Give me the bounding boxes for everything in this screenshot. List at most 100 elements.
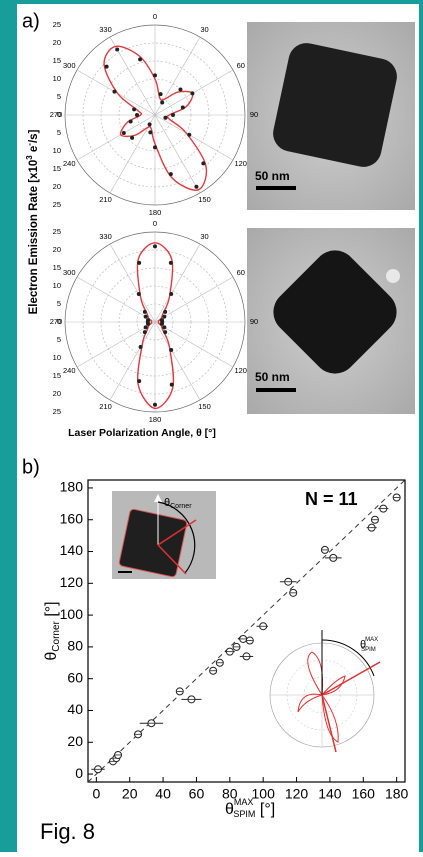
scale-bar-label: 50 nm [255,370,290,384]
x-tick-label: 40 [155,786,171,802]
panel-label: b) [22,456,40,478]
data-point [201,161,206,166]
data-point [163,330,168,335]
r-tick-label: 15 [53,56,61,65]
data-point [180,105,185,110]
panel-label: a) [22,10,40,32]
theta-tick-label: 60 [237,268,245,277]
r-tick-label: 10 [53,74,61,83]
r-tick-label: 20 [53,182,61,191]
label-part: θ [43,652,60,661]
data-point [168,172,173,177]
inset-polar: θMAX SPIM [268,625,381,753]
data-point [128,119,133,124]
theta-tick-label: 180 [149,208,162,217]
x-tick-label: 20 [122,786,138,802]
theta-tick-label: 90 [250,110,258,119]
theta-tick-label: 180 [149,415,162,424]
inset-image: θCorner [112,491,216,579]
data-point [169,291,174,296]
r-tick-label: 0 [57,317,61,326]
data-point [138,344,143,349]
theta-tick-label: 300 [63,61,76,70]
theta-tick-label: 90 [250,317,258,326]
theta-tick-label: 240 [63,159,76,168]
theta-tick-label: 270 [50,317,63,326]
data-point [146,318,151,323]
data-point [135,113,139,117]
r-tick-label: 10 [53,146,61,155]
x-tick-label: 80 [222,786,238,802]
r-tick-label: 20 [53,389,61,398]
y-axis-label: θCorner [°] [43,601,61,660]
scatter-chart: 0 20 40 60 80 100 120 140 160 180 0 20 40 60 80 100 120 1… [43,479,408,820]
theta-tick-label: 270 [50,110,63,119]
grid-spoke [109,243,156,323]
r-tick-label: 15 [53,164,61,173]
data-point [162,314,167,319]
theta-tick-label: 300 [63,268,76,277]
r-tick-label: 25 [53,227,61,236]
polar-chart: 0 5 5 10 10 15 15 20 20 25 25 0 30 60 90 120 150 180 210 24… [50,12,258,217]
data-point [194,184,199,189]
r-tick-label: 15 [53,263,61,272]
r-tick-label: 5 [57,299,61,308]
theta-tick-label: 240 [63,366,76,375]
x-axis-label: Laser Polarization Angle, θ [°] [68,427,216,439]
grid-spoke [154,243,201,323]
data-point [153,244,157,249]
y-tick-label: 0 [75,765,83,781]
inset-label: θCorner [164,497,192,510]
annotation: N = 11 [305,489,358,509]
data-point [163,115,168,120]
polar-chart: 0 5 5 10 10 15 15 20 20 25 25 0 30 60 90 120 150 180 210 24… [50,219,258,424]
data-point [142,330,147,335]
tem-image: 50 nm [247,228,415,414]
r-tick-label: 5 [57,335,61,344]
data-point [143,325,148,330]
x-tick-label: 60 [189,786,205,802]
data-point [190,91,195,96]
grid-spoke [154,321,201,401]
inset-label: θMAX SPIM [360,637,378,653]
theta-tick-label: 150 [198,402,211,411]
r-tick-label: 25 [53,407,61,416]
x-tick-label: 140 [318,786,342,802]
r-tick-label: 15 [53,371,61,380]
caption: Fig. 8 [40,819,95,844]
data-point [178,87,183,92]
grid-spoke [76,321,156,368]
data-point [169,348,174,353]
label-part: SPIM [233,809,255,819]
data-point [159,321,164,326]
r-tick-label: 0 [57,110,61,119]
theta-tick-label: 120 [234,366,247,375]
data-point [137,379,142,384]
r-tick-label: 5 [57,128,61,137]
y-tick-label: 160 [60,510,84,526]
r-tick-label: 10 [53,281,61,290]
data-point [136,291,141,296]
theta-tick-label: 330 [99,232,112,241]
data-point [104,64,109,69]
data-point [138,57,143,62]
data-point [163,309,168,314]
grid-spoke [154,114,201,194]
data-point [158,92,163,97]
data-point [121,131,126,135]
theta-tick-label: 60 [237,61,245,70]
data-point [115,47,120,52]
data-point [112,89,117,94]
theta-tick-label: 30 [200,25,208,34]
label-part: θ [225,801,234,818]
tem-image: 50 nm [247,22,415,210]
y-tick-label: 140 [60,542,84,558]
y-tick-label: 40 [67,701,83,717]
data-point [147,122,152,127]
x-axis-label: θMAX SPIM [°] [225,797,275,819]
data-point [153,402,157,407]
r-tick-label: 5 [57,92,61,101]
grid-spoke [154,114,234,161]
theta-tick-label: 0 [153,219,157,228]
